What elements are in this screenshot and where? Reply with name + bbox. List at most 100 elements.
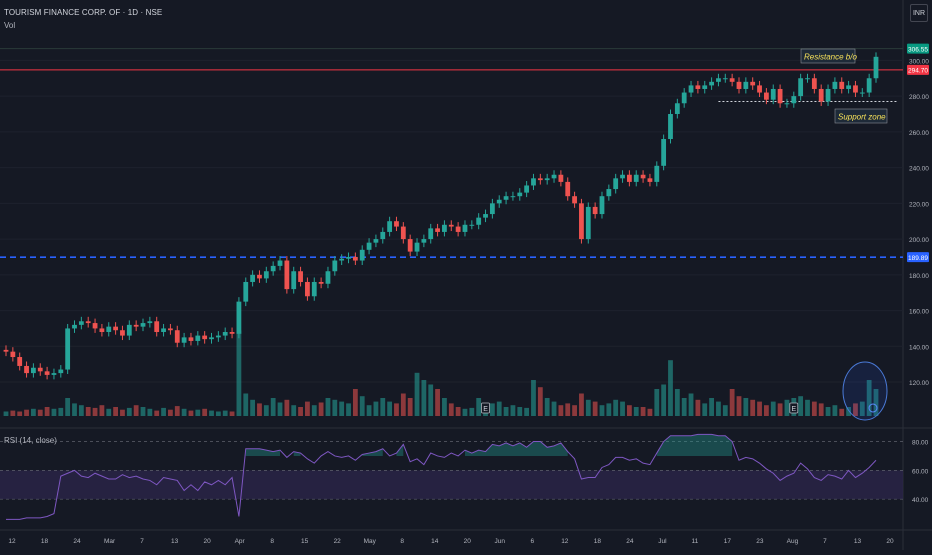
volume-bar bbox=[215, 411, 221, 416]
candle bbox=[510, 196, 516, 198]
candle bbox=[154, 321, 160, 333]
candle bbox=[147, 321, 153, 324]
volume-bar bbox=[688, 393, 694, 416]
candle bbox=[161, 328, 166, 333]
currency-button[interactable]: INR bbox=[910, 4, 928, 22]
price-tick-label: 280.00 bbox=[909, 94, 929, 101]
volume-bar bbox=[811, 401, 817, 416]
candle bbox=[709, 81, 714, 86]
earnings-marker-label: E bbox=[791, 406, 796, 413]
volume-label: Vol bbox=[4, 21, 16, 30]
volume-bar bbox=[202, 408, 208, 416]
volume-bar bbox=[400, 393, 406, 416]
volume-bar bbox=[585, 399, 591, 416]
support-annotation-text: Support zone bbox=[838, 113, 886, 122]
candle bbox=[798, 78, 804, 97]
candle bbox=[92, 323, 98, 329]
candle bbox=[346, 256, 351, 259]
candle bbox=[496, 199, 502, 204]
candle bbox=[352, 256, 358, 261]
candle bbox=[736, 81, 742, 89]
earnings-marker[interactable]: E bbox=[789, 402, 799, 414]
volume-bar bbox=[859, 401, 865, 416]
x-tick-label: 20 bbox=[203, 538, 211, 545]
volume-bar bbox=[10, 410, 16, 416]
volume-bar bbox=[195, 409, 201, 416]
volume-bar bbox=[825, 407, 831, 416]
candle bbox=[215, 335, 221, 338]
candle bbox=[572, 196, 577, 204]
annotation-box bbox=[834, 108, 888, 124]
x-tick-label: 20 bbox=[464, 538, 472, 545]
volume-bar bbox=[462, 408, 468, 416]
x-tick-label: 7 bbox=[823, 538, 827, 545]
candle bbox=[791, 96, 797, 104]
earnings-marker[interactable]: E bbox=[481, 402, 490, 414]
volume-bar bbox=[284, 399, 290, 416]
volume-bar bbox=[181, 408, 187, 416]
candle bbox=[551, 174, 557, 179]
volume-bar bbox=[291, 405, 297, 416]
candle bbox=[633, 174, 639, 182]
volume-bar bbox=[592, 401, 598, 416]
candle bbox=[531, 178, 536, 186]
volume-bar bbox=[455, 407, 461, 416]
volume-bar bbox=[853, 403, 858, 416]
candle bbox=[120, 330, 125, 336]
volume-bar bbox=[37, 409, 43, 416]
candle bbox=[174, 330, 180, 343]
volume-bar bbox=[72, 403, 77, 416]
volume-bar bbox=[839, 408, 845, 416]
candle bbox=[17, 357, 23, 366]
annotation-box bbox=[800, 48, 856, 64]
resistance-annotation-text: Resistance b/o bbox=[804, 53, 857, 62]
price-badge bbox=[907, 43, 929, 54]
candle bbox=[236, 301, 242, 334]
candle bbox=[305, 281, 310, 297]
candle bbox=[503, 196, 509, 200]
candle bbox=[24, 365, 29, 374]
symbol-header[interactable]: TOURISM FINANCE CORP. OF · 1D · NSE bbox=[4, 8, 163, 17]
volume-bar bbox=[442, 398, 447, 416]
volume-bar bbox=[729, 389, 735, 416]
volume-bar bbox=[421, 380, 427, 416]
volume-bar bbox=[654, 389, 660, 416]
volume-bar bbox=[722, 405, 728, 416]
rsi-label[interactable]: RSI (14, close) bbox=[4, 436, 57, 445]
candle bbox=[435, 228, 440, 232]
candle bbox=[387, 221, 393, 232]
candle bbox=[462, 224, 468, 232]
volume-bar bbox=[387, 401, 393, 416]
price-badge bbox=[907, 64, 929, 75]
candle bbox=[44, 371, 50, 375]
dividend-marker bbox=[868, 403, 878, 413]
volume-bar bbox=[339, 401, 345, 416]
candle bbox=[647, 178, 653, 182]
volume-bar bbox=[31, 408, 36, 416]
volume-bar bbox=[620, 401, 625, 416]
price-tick-label: 180.00 bbox=[909, 273, 929, 280]
volume-bar bbox=[174, 406, 180, 416]
price-tick-label: 240.00 bbox=[909, 166, 929, 173]
candle bbox=[133, 324, 139, 327]
candle bbox=[722, 78, 728, 80]
candle bbox=[825, 88, 831, 102]
candle bbox=[277, 260, 283, 266]
candle bbox=[250, 274, 256, 282]
volume-bar bbox=[407, 398, 413, 416]
candle bbox=[140, 323, 146, 327]
candle bbox=[716, 78, 721, 82]
x-tick-label: Jul bbox=[658, 538, 667, 545]
volume-bar bbox=[106, 408, 112, 416]
candle bbox=[113, 326, 119, 331]
volume-bar bbox=[44, 407, 50, 416]
candle bbox=[407, 239, 413, 252]
candle bbox=[366, 242, 372, 250]
candle bbox=[421, 239, 427, 243]
candle bbox=[455, 226, 461, 232]
volume-bar bbox=[3, 411, 9, 416]
volume-bar bbox=[85, 407, 91, 416]
volume-bar bbox=[544, 398, 550, 416]
